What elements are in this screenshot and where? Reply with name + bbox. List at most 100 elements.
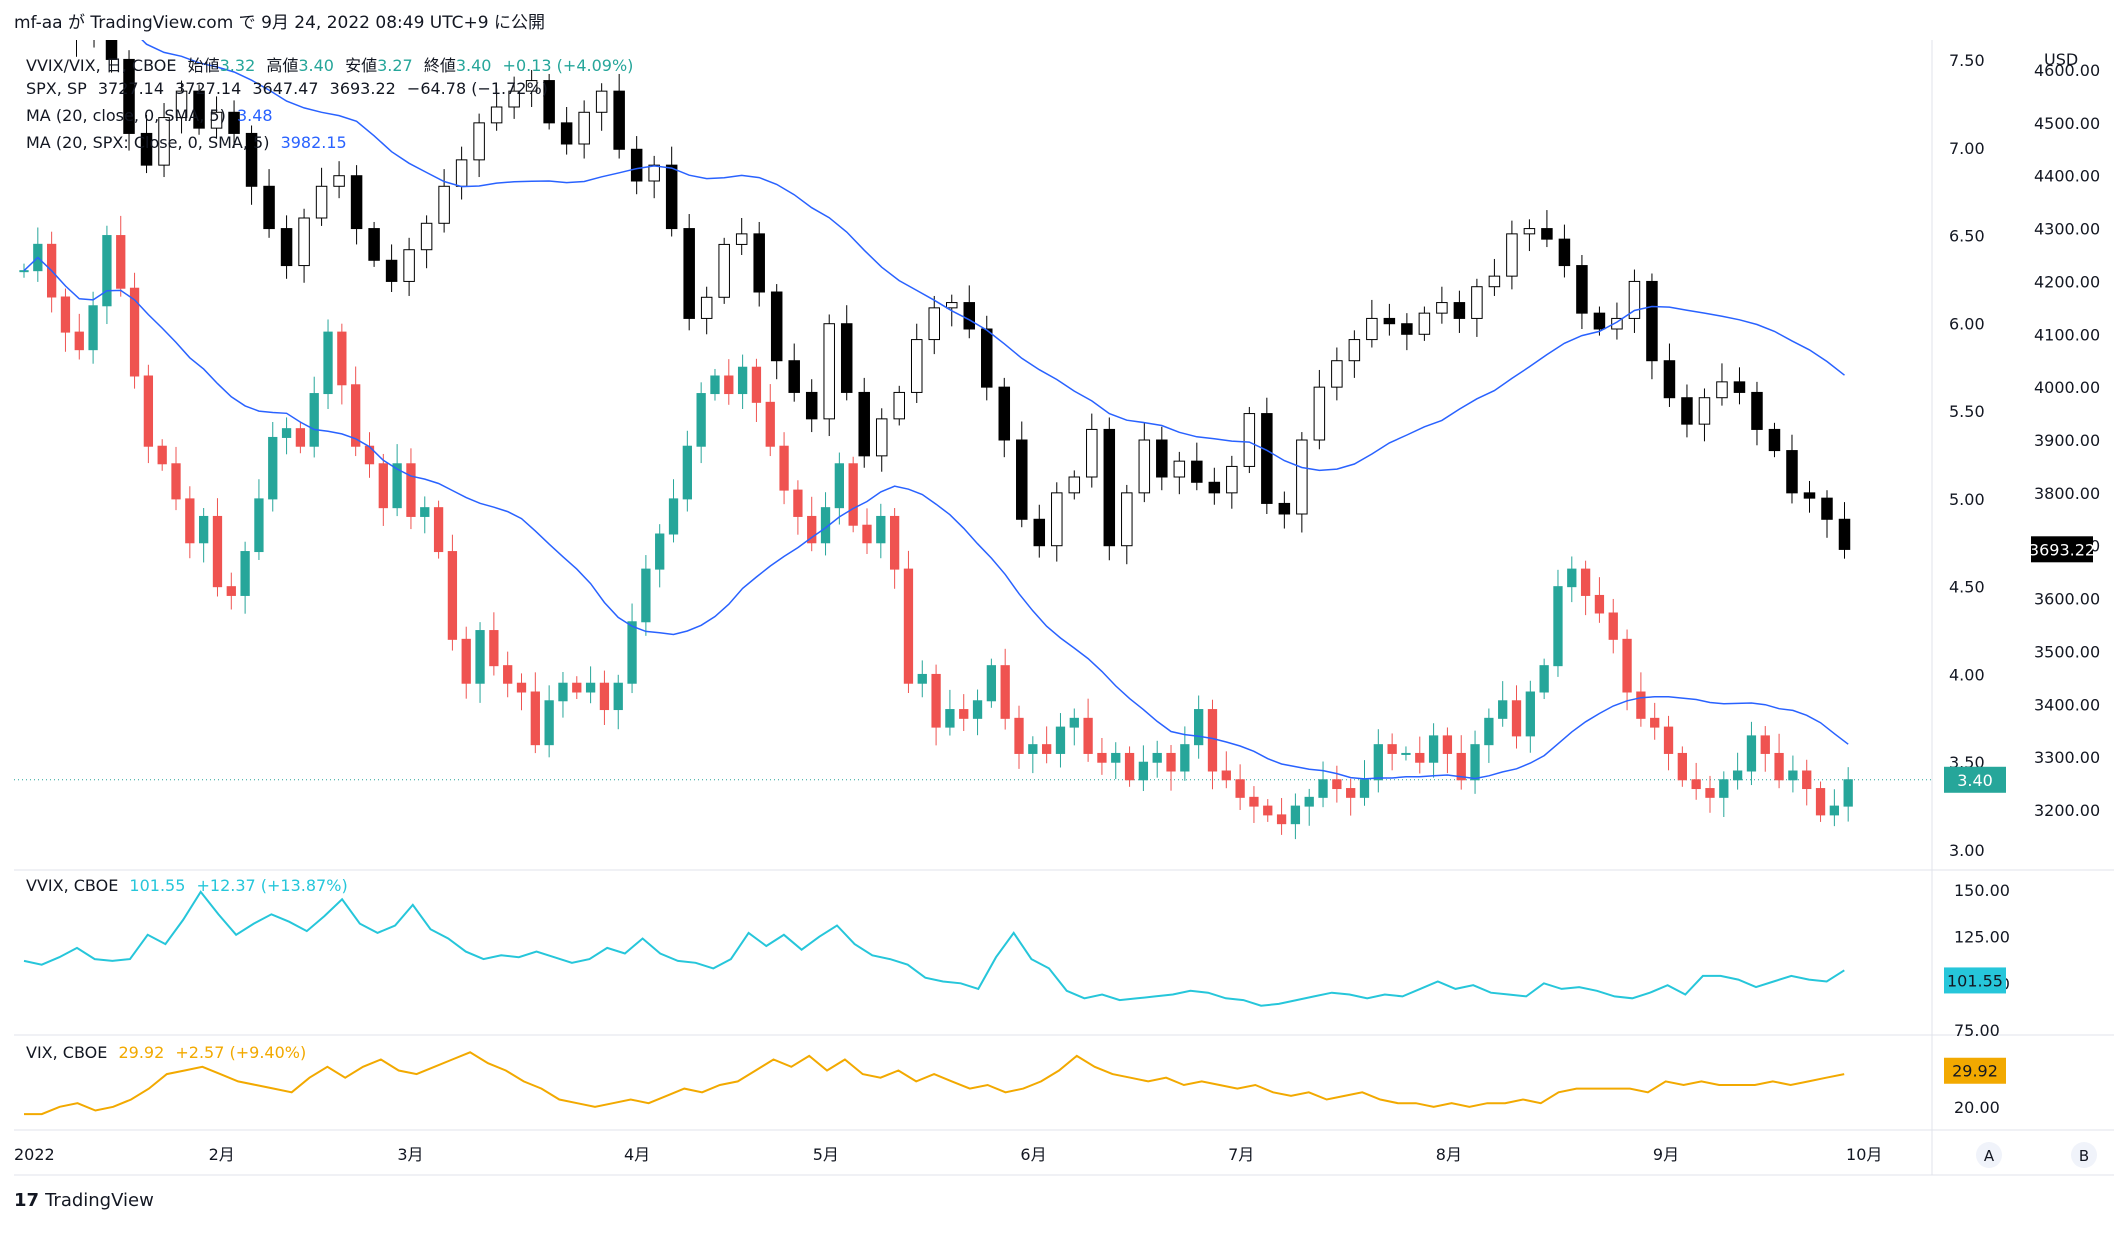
ratio-tick-label: 7.00: [1949, 139, 1985, 158]
spx-candle: [1191, 460, 1203, 483]
ratio-candle: [74, 331, 84, 351]
ratio-candle: [1373, 744, 1383, 781]
spx-price-tag-bg: [2031, 536, 2093, 563]
ratio-candle: [530, 691, 540, 746]
spx-candle: [1558, 238, 1571, 267]
ratio-candle: [1359, 779, 1370, 798]
ratio-candle: [1663, 726, 1674, 754]
ratio-candle: [945, 709, 955, 728]
spx-candle: [1383, 317, 1396, 325]
ratio-tick-label: 7.50: [1949, 51, 1985, 70]
tradingview-logo[interactable]: 𝟭𝟳 TradingView: [14, 1190, 154, 1211]
spx-candle: [858, 391, 870, 457]
ratio-candle: [613, 682, 623, 711]
spx-candle: [403, 249, 415, 282]
legend-change: +0.13 (+4.09%): [502, 56, 634, 75]
spx-candle: [928, 307, 940, 341]
ratio-candle: [710, 375, 720, 395]
spx-candle: [1313, 386, 1326, 441]
ratio-candle: [199, 515, 209, 544]
spx-candle: [158, 117, 170, 166]
spx-candle: [333, 175, 345, 187]
legend-vvix-change: +12.37 (+13.87%): [196, 876, 348, 895]
ratio-candle: [1442, 735, 1453, 754]
ratio-candle: [1263, 805, 1273, 816]
ratio-candle: [972, 700, 983, 719]
spx-candle: [1401, 323, 1413, 335]
spx-candle: [368, 228, 380, 261]
spx-candle: [840, 323, 853, 393]
ratio-candle: [585, 682, 596, 693]
ratio-candle: [475, 630, 485, 684]
ratio-candle: [1221, 770, 1231, 781]
ratio-candle: [1829, 805, 1840, 816]
ratio-candle: [1525, 691, 1535, 737]
spx-candle: [280, 228, 293, 267]
spx-candle: [1506, 233, 1518, 277]
legend-close-label: 終値: [423, 56, 456, 75]
ratio-candle: [489, 630, 499, 667]
vix-line: [24, 1051, 1845, 1116]
ratio-candle: [1622, 638, 1632, 693]
spx-tick-label: 3500.00: [2034, 642, 2100, 661]
ratio-candle: [1249, 796, 1259, 807]
ratio-candle: [1332, 779, 1342, 790]
legend-vvix: VVIX, CBOE 101.55 +12.37 (+13.87%): [26, 876, 354, 895]
ratio-candle: [1732, 770, 1743, 781]
ratio-candle: [351, 384, 361, 447]
spx-candles: [76, 40, 1851, 565]
spx-candle: [1366, 317, 1378, 341]
spx-price-tag: 3693.22: [2029, 540, 2095, 559]
spx-candle: [385, 259, 398, 282]
spx-candle: [578, 111, 590, 145]
spx-candle: [1523, 228, 1536, 235]
spx-candle: [630, 148, 643, 182]
scale-button-auto: [1976, 1142, 2002, 1168]
ratio-candle: [1290, 805, 1301, 825]
spx-candle: [910, 339, 923, 393]
legend-spx: SPX, SP 3727.14 3727.14 3647.47 3693.22 …: [26, 79, 554, 98]
spx-candle: [1698, 397, 1711, 425]
ratio-candle: [1802, 770, 1812, 790]
chart-canvas[interactable]: 3.003.504.004.505.005.506.006.507.007.50…: [14, 40, 2114, 1180]
spx-tick-label: 4600.00: [2034, 61, 2100, 80]
legend-vvix-value: 101.55: [129, 876, 186, 895]
ratio-candle: [281, 428, 292, 438]
ratio-tick-label: 4.50: [1949, 578, 1985, 597]
spx-candle: [1803, 492, 1816, 499]
vix-price-tag: 29.92: [1952, 1062, 1998, 1081]
spx-candle: [946, 302, 958, 309]
legend-spx-low: 3647.47: [252, 79, 319, 98]
spx-candle: [1471, 286, 1483, 319]
ratio-tick-label: 6.50: [1949, 227, 1985, 246]
ratio-candle: [323, 331, 333, 395]
spx-candle: [543, 80, 555, 124]
ratio-candle: [295, 428, 306, 447]
legend-vix: VIX, CBOE 29.92 +2.57 (+9.40%): [26, 1043, 312, 1062]
legend-ma2-value: 3982.15: [280, 133, 347, 152]
ratio-candle: [627, 621, 637, 684]
spx-candle: [1331, 360, 1343, 388]
ratio-candle: [1691, 779, 1701, 790]
ratio-candle: [682, 445, 692, 500]
spx-candle: [490, 106, 503, 124]
ratio-candle: [1594, 594, 1605, 614]
ratio-candle: [558, 682, 568, 702]
ratio-candle: [737, 366, 748, 395]
vix-price-tag-bg: [1944, 1057, 2006, 1084]
ratio-candle: [185, 498, 195, 544]
spx-candle: [1033, 518, 1046, 547]
spx-candle: [1156, 439, 1168, 478]
spx-candle: [1103, 428, 1116, 547]
chart-area[interactable]: 3.00 3.50 4.00 4.50 5.00 5.50 6.00 6.50 7.00 7.50…: [14, 40, 2114, 1180]
spx-candle: [665, 164, 678, 230]
axes: 3.003.504.004.505.005.506.006.507.007.50…: [14, 50, 2100, 1168]
ratio-candle: [544, 700, 554, 746]
ratio-candle: [862, 524, 872, 544]
spx-tick-label: 4300.00: [2034, 220, 2100, 239]
spx-candle: [1173, 460, 1186, 478]
spx-candle: [770, 291, 783, 362]
spx-tick-label: 4400.00: [2034, 167, 2100, 186]
ratio-candle: [1470, 744, 1480, 781]
spx-candle: [1243, 413, 1256, 467]
